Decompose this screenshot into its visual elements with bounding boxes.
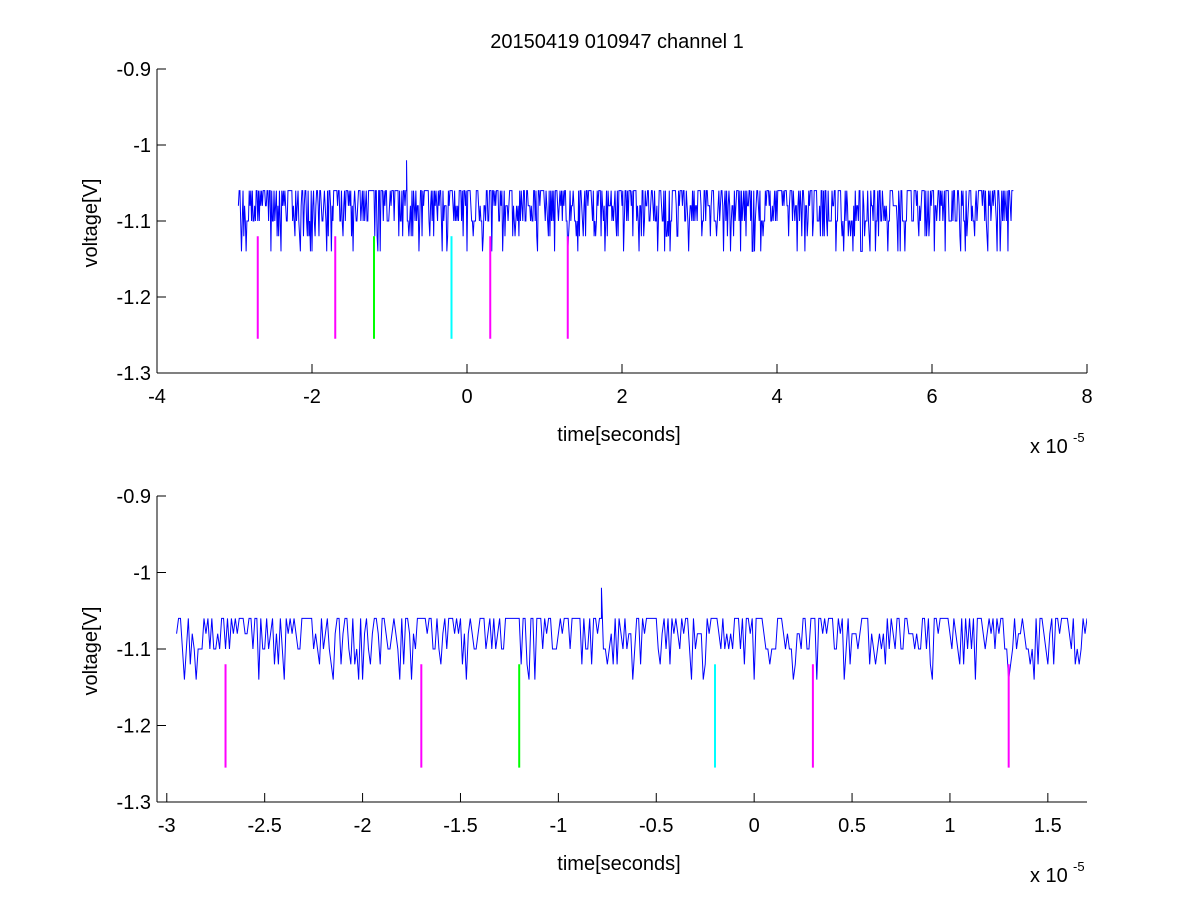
x-exponent-value: -5 [1073,430,1085,445]
x-tick-label: -2 [354,815,372,837]
x-tick-label: 0.5 [838,815,866,837]
voltage-trace [237,160,1014,252]
x-tick-label: 8 [1081,386,1092,408]
x-tick-label: 0 [749,815,760,837]
x-exponent-value: -5 [1073,859,1085,874]
figure-title: 20150419 010947 channel 1 [490,31,744,53]
y-tick-label: -0.9 [117,59,151,81]
y-tick-label: -1.3 [117,792,151,814]
y-tick-label: -1.1 [117,639,151,661]
x-tick-label: -1 [549,815,567,837]
x-tick-label: 1.5 [1034,815,1062,837]
x-tick-label: -2.5 [247,815,281,837]
y-axis-label: voltage[V] [80,607,102,696]
x-tick-label: -0.5 [639,815,673,837]
x-tick-label: 4 [771,386,782,408]
y-tick-label: -1 [133,135,151,157]
x-tick-label: 0 [461,386,472,408]
y-tick-label: -1.3 [117,363,151,385]
x-tick-label: 2 [616,386,627,408]
x-exponent-label: x 10 [1030,865,1068,887]
plot-bottom: -0.9 -1 -1.1 -1.2 -1.3 -3 -2.5 -2 -1.5 -1 -0.5 0 0.5… [80,486,1087,887]
y-tick-label: -1 [133,563,151,585]
x-tick-label: -1.5 [443,815,477,837]
x-tick-label: -2 [303,386,321,408]
y-tick-label: -1.2 [117,716,151,738]
x-axis-label: time[seconds] [557,853,680,875]
x-exponent-label: x 10 [1030,436,1068,458]
plot-top: -0.9 -1 -1.1 -1.2 -1.3-4 -2 0 2 4 6 8 time[seconds]… [80,59,1093,458]
x-tick-label: 6 [926,386,937,408]
x-axis-label: time[seconds] [557,424,680,446]
y-tick-label: -1.2 [117,287,151,309]
x-tick-label: -3 [158,815,176,837]
y-tick-label: -0.9 [117,486,151,508]
y-tick-label: -1.1 [117,211,151,233]
y-axis-label: voltage[V] [80,179,102,268]
x-tick-label: 1 [944,815,955,837]
x-tick-label: -4 [148,386,166,408]
voltage-trace [176,587,1087,680]
